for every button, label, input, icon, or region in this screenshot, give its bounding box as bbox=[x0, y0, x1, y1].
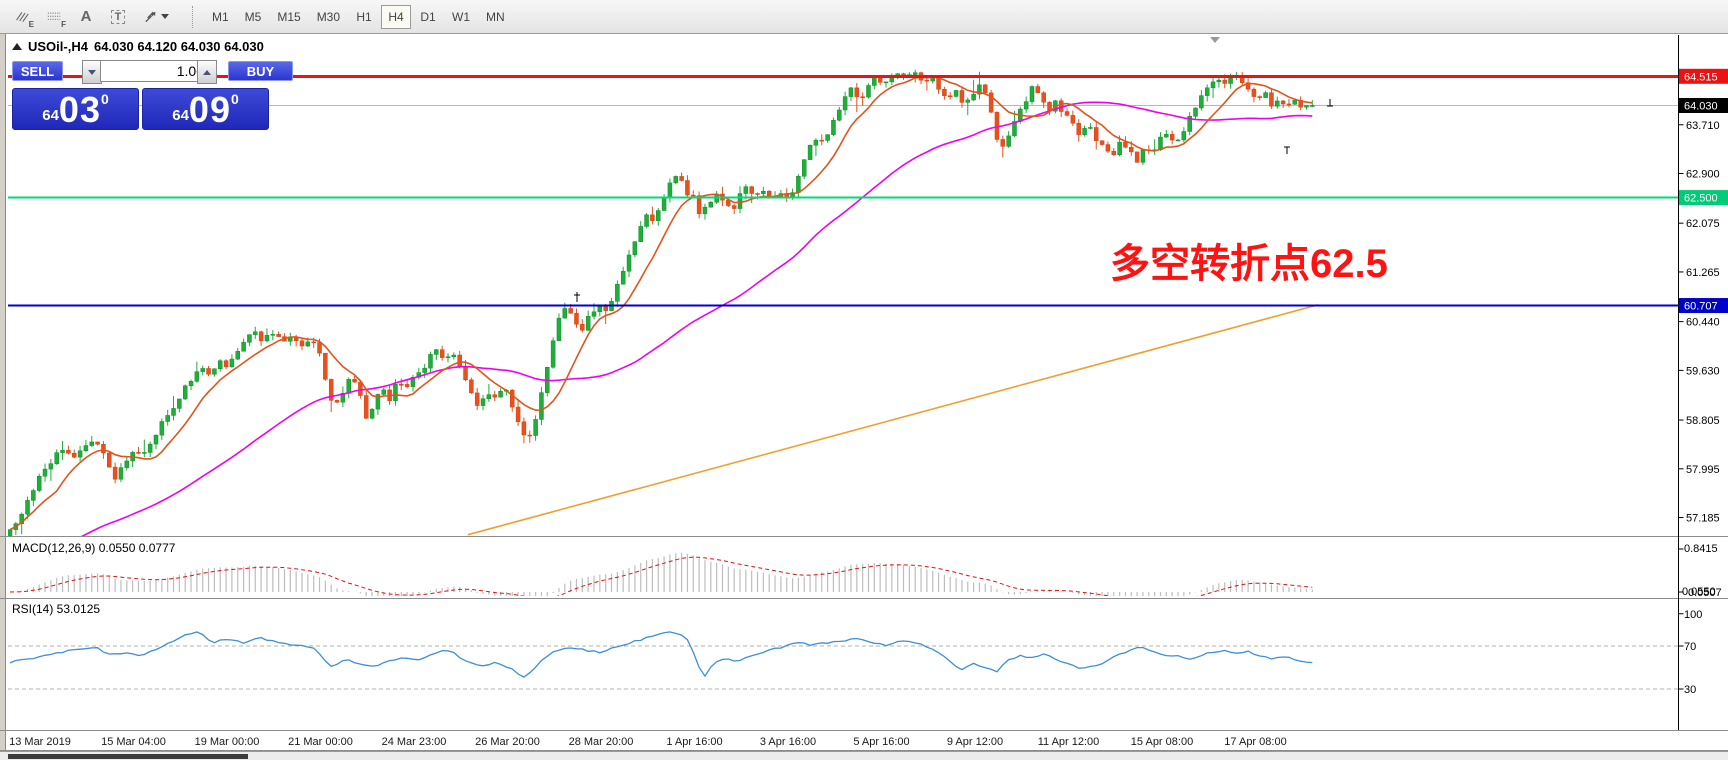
timeframe-D1[interactable]: D1 bbox=[413, 5, 443, 29]
svg-text:3 Apr 16:00: 3 Apr 16:00 bbox=[760, 736, 816, 748]
svg-text:9 Apr 12:00: 9 Apr 12:00 bbox=[947, 736, 1003, 748]
timeframe-MN[interactable]: MN bbox=[479, 5, 512, 29]
sell-price-sup: 0 bbox=[100, 91, 109, 107]
svg-text:100: 100 bbox=[1684, 609, 1702, 621]
sell-price-display[interactable]: 64 03 0 bbox=[12, 88, 139, 130]
timeframe-M5[interactable]: M5 bbox=[238, 5, 269, 29]
svg-text:30: 30 bbox=[1684, 684, 1696, 696]
icon-letter: A bbox=[80, 8, 92, 25]
chart-shift-marker-icon[interactable] bbox=[1210, 37, 1220, 43]
svg-text:19 Mar 00:00: 19 Mar 00:00 bbox=[195, 736, 260, 748]
rsi-pane-layer bbox=[8, 631, 1679, 690]
text-annotation-icon[interactable]: T bbox=[104, 4, 132, 30]
buy-price-sup: 0 bbox=[230, 91, 239, 107]
timeframe-M15[interactable]: M15 bbox=[270, 5, 307, 29]
axes-layer: 63.710 62.900 62.075 61.265 60.440 59.630 58.8… bbox=[0, 35, 1728, 751]
icon-letter: F bbox=[61, 19, 66, 29]
svg-text:1 Apr 16:00: 1 Apr 16:00 bbox=[666, 736, 722, 748]
arrow-objects-icon[interactable] bbox=[136, 4, 176, 30]
svg-text:62.500: 62.500 bbox=[1684, 193, 1718, 205]
svg-text:15 Mar 04:00: 15 Mar 04:00 bbox=[101, 736, 166, 748]
svg-text:64.030: 64.030 bbox=[1684, 100, 1718, 112]
top-toolbar: E F A T M1 M5 M15 M30 H1 H4 D1 W1 MN bbox=[0, 0, 1728, 34]
text-label-icon[interactable]: A bbox=[72, 4, 100, 30]
spinner-down-icon bbox=[88, 69, 96, 75]
timeframe-M1[interactable]: M1 bbox=[205, 5, 236, 29]
icon-letter: E bbox=[28, 19, 34, 29]
timeframe-W1[interactable]: W1 bbox=[445, 5, 477, 29]
main-pane-layer bbox=[8, 69, 1679, 536]
fibonacci-retracement-icon[interactable]: F bbox=[40, 4, 68, 30]
h-scrollbar-thumb[interactable] bbox=[8, 754, 248, 759]
svg-text:64.515: 64.515 bbox=[1684, 71, 1718, 83]
svg-text:28 Mar 20:00: 28 Mar 20:00 bbox=[569, 736, 634, 748]
volume-increase-button[interactable] bbox=[197, 60, 217, 84]
svg-text:5 Apr 16:00: 5 Apr 16:00 bbox=[853, 736, 909, 748]
buy-price-display[interactable]: 64 09 0 bbox=[142, 88, 269, 130]
buy-price-prefix: 64 bbox=[172, 107, 189, 124]
svg-text:62.900: 62.900 bbox=[1686, 169, 1720, 181]
macd-label: MACD(12,26,9) 0.0550 0.0777 bbox=[12, 541, 176, 555]
toolbar-separator bbox=[192, 5, 194, 28]
buy-button[interactable]: BUY bbox=[228, 61, 293, 81]
svg-text:21 Mar 00:00: 21 Mar 00:00 bbox=[288, 736, 353, 748]
svg-text:62.075: 62.075 bbox=[1686, 218, 1720, 230]
svg-text:63.710: 63.710 bbox=[1686, 120, 1720, 132]
svg-text:24 Mar 23:00: 24 Mar 23:00 bbox=[382, 736, 447, 748]
channel-hatch-glyph bbox=[16, 11, 29, 22]
equidistant-channel-icon[interactable]: E bbox=[8, 4, 36, 30]
svg-text:59.630: 59.630 bbox=[1686, 365, 1720, 377]
timeframe-H1[interactable]: H1 bbox=[349, 5, 379, 29]
svg-text:26 Mar 20:00: 26 Mar 20:00 bbox=[475, 736, 540, 748]
rsi-label: RSI(14) 53.0125 bbox=[12, 602, 101, 616]
chart-annotation-text[interactable]: 多空转折点62.5 bbox=[1110, 242, 1388, 286]
window-left-border bbox=[0, 33, 6, 759]
macd-pane-layer bbox=[9, 552, 1313, 596]
svg-text:0.0507: 0.0507 bbox=[1688, 587, 1722, 599]
horizontal-scrollbar[interactable] bbox=[0, 751, 1728, 760]
svg-text:60.707: 60.707 bbox=[1684, 301, 1718, 313]
svg-text:13 Mar 2019: 13 Mar 2019 bbox=[9, 736, 71, 748]
arrows-glyph bbox=[145, 11, 156, 22]
svg-text:58.805: 58.805 bbox=[1686, 415, 1720, 427]
volume-input[interactable]: 1.00 bbox=[100, 60, 211, 82]
icon-letter: T bbox=[110, 9, 126, 24]
spinner-up-icon bbox=[203, 69, 211, 75]
svg-text:70: 70 bbox=[1684, 641, 1696, 653]
chevron-down-icon bbox=[161, 14, 169, 19]
svg-text:57.185: 57.185 bbox=[1686, 513, 1720, 525]
svg-text:61.265: 61.265 bbox=[1686, 267, 1720, 279]
timeframe-M30[interactable]: M30 bbox=[310, 5, 347, 29]
svg-text:0.8415: 0.8415 bbox=[1684, 543, 1718, 555]
ohlc-values: 64.030 64.120 64.030 64.030 bbox=[93, 39, 264, 54]
svg-text:57.995: 57.995 bbox=[1686, 464, 1720, 476]
timeframe-bar: M1 M5 M15 M30 H1 H4 D1 W1 MN bbox=[204, 4, 513, 29]
chart-markers bbox=[574, 99, 1333, 302]
svg-text:17 Apr 08:00: 17 Apr 08:00 bbox=[1224, 736, 1286, 748]
symbol-label: USOil-,H4 bbox=[28, 39, 88, 54]
timeframe-H4[interactable]: H4 bbox=[381, 4, 412, 29]
fibo-lines-glyph bbox=[47, 12, 61, 20]
sell-button[interactable]: SELL bbox=[12, 61, 63, 81]
chart-title-bar: USOil-,H4 64.030 64.120 64.030 64.030 bbox=[12, 39, 264, 54]
svg-text:0.0550: 0.0550 bbox=[1682, 586, 1716, 598]
svg-text:11 Apr 12:00: 11 Apr 12:00 bbox=[1038, 736, 1100, 748]
sell-price-prefix: 64 bbox=[42, 107, 59, 124]
buy-price-main: 09 bbox=[188, 89, 231, 130]
collapse-arrow-icon[interactable] bbox=[12, 43, 22, 50]
svg-text:60.440: 60.440 bbox=[1686, 317, 1720, 329]
svg-text:15 Apr 08:00: 15 Apr 08:00 bbox=[1131, 736, 1193, 748]
volume-decrease-button[interactable] bbox=[82, 60, 102, 84]
sell-price-main: 03 bbox=[58, 89, 101, 130]
